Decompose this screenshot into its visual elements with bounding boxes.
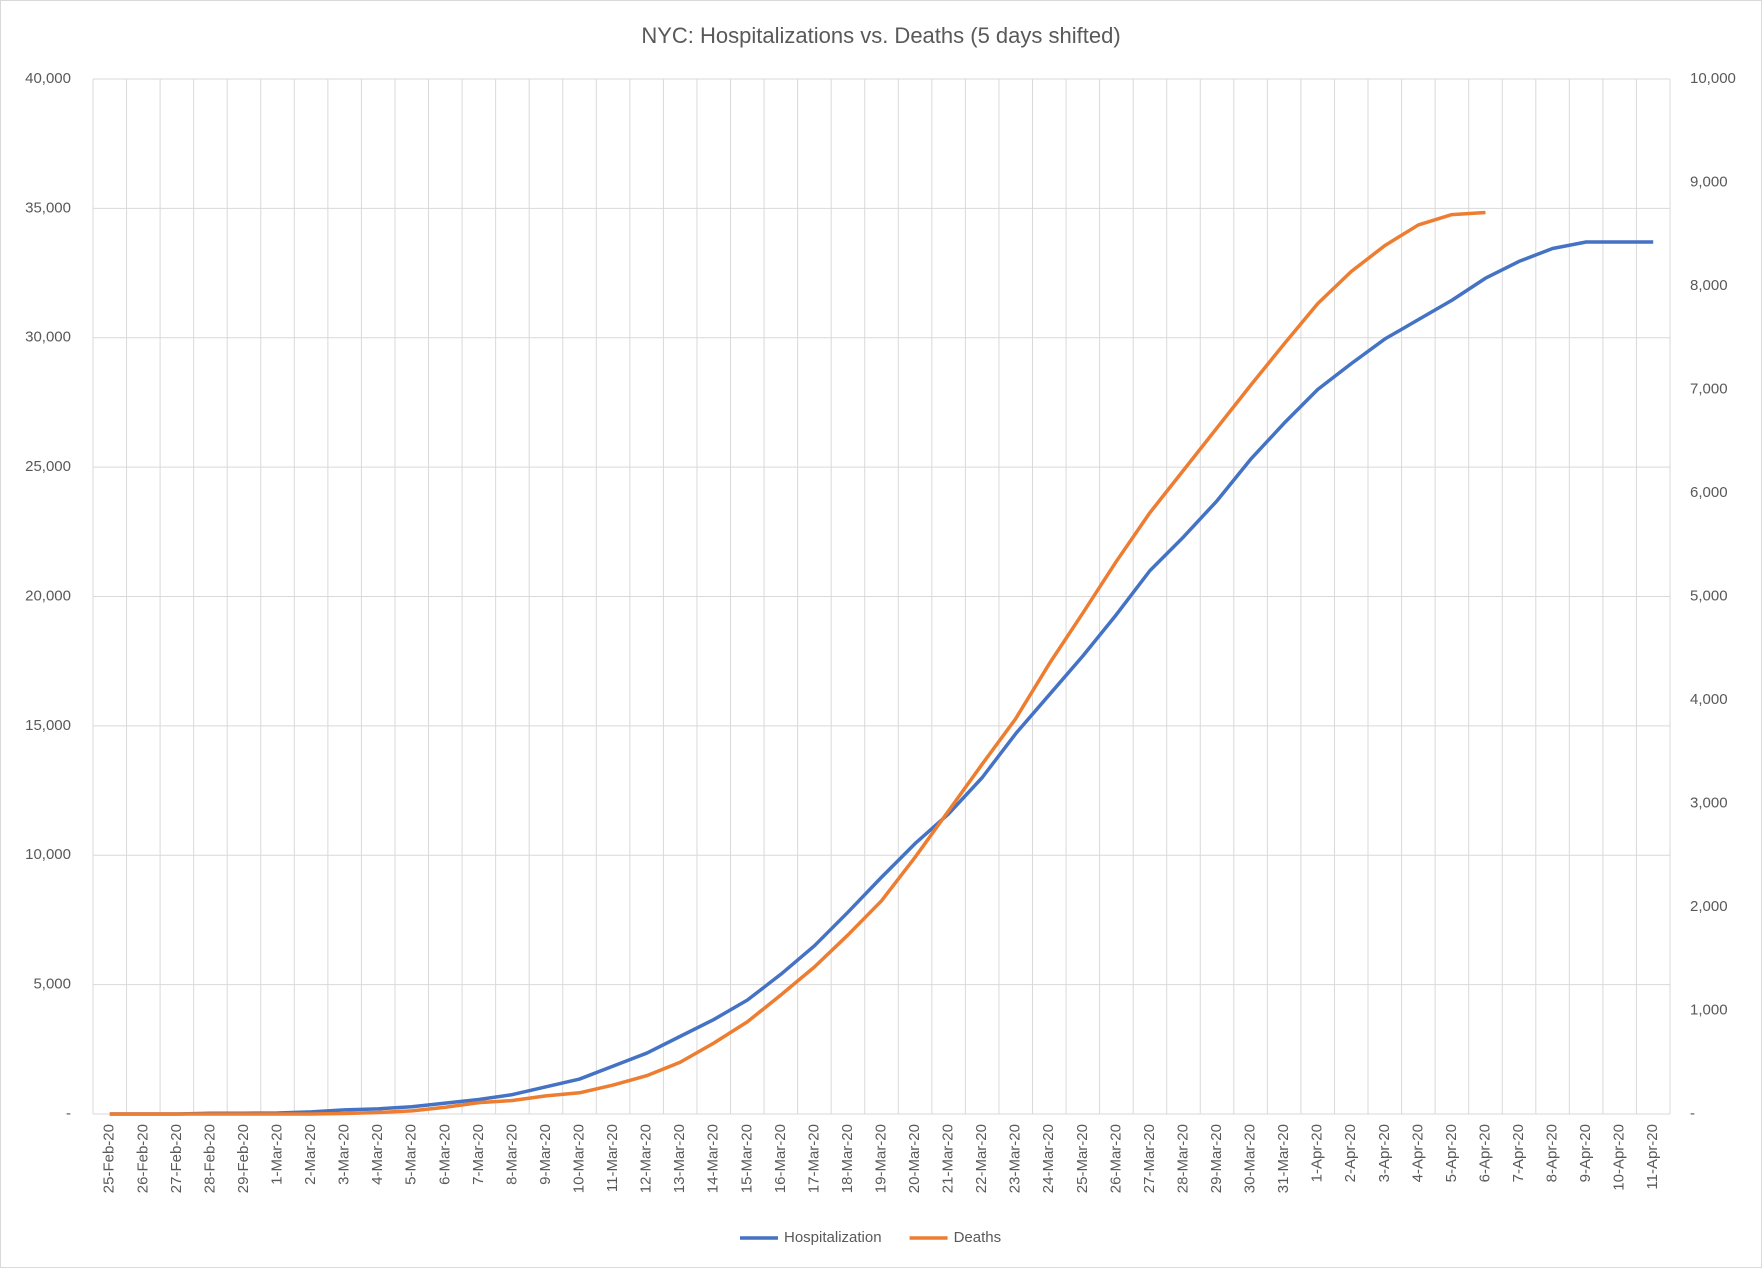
x-tick-label: 21-Mar-20 xyxy=(940,1124,957,1193)
x-tick-label: 14-Mar-20 xyxy=(705,1124,722,1193)
x-tick-label: 26-Mar-20 xyxy=(1107,1124,1124,1193)
x-tick-label: 3-Apr-20 xyxy=(1376,1124,1393,1182)
x-tick-label: 10-Apr-20 xyxy=(1611,1124,1628,1191)
x-tick-label: 30-Mar-20 xyxy=(1242,1124,1259,1193)
x-tick-label: 23-Mar-20 xyxy=(1007,1124,1024,1193)
legend-label: Deaths xyxy=(954,1229,1002,1246)
chart-title: NYC: Hospitalizations vs. Deaths (5 days… xyxy=(641,23,1120,48)
y2-tick-label: 9,000 xyxy=(1690,173,1728,190)
y-tick-label: 25,000 xyxy=(25,458,71,475)
x-tick-label: 26-Feb-20 xyxy=(134,1124,151,1193)
x-tick-label: 6-Mar-20 xyxy=(436,1124,453,1185)
x-tick-label: 11-Mar-20 xyxy=(604,1124,621,1192)
y2-tick-label: 10,000 xyxy=(1690,70,1736,87)
x-tick-label: 10-Mar-20 xyxy=(570,1124,587,1193)
x-tick-label: 3-Mar-20 xyxy=(336,1124,353,1185)
x-tick-label: 17-Mar-20 xyxy=(805,1124,822,1193)
x-tick-label: 25-Feb-20 xyxy=(101,1124,118,1193)
x-tick-label: 2-Mar-20 xyxy=(302,1124,319,1185)
x-tick-label: 24-Mar-20 xyxy=(1040,1124,1057,1193)
x-tick-label: 20-Mar-20 xyxy=(906,1124,923,1193)
x-tick-label: 7-Mar-20 xyxy=(470,1124,487,1185)
y-tick-label: 5,000 xyxy=(33,976,71,993)
y2-tick-label: 5,000 xyxy=(1690,587,1728,604)
x-tick-label: 28-Feb-20 xyxy=(201,1124,218,1193)
y2-tick-label: 2,000 xyxy=(1690,898,1728,915)
x-tick-label: 27-Mar-20 xyxy=(1141,1124,1158,1193)
x-tick-label: 9-Mar-20 xyxy=(537,1124,554,1185)
series-line xyxy=(109,210,1486,1116)
x-tick-label: 1-Mar-20 xyxy=(269,1124,286,1185)
x-tick-label: 15-Mar-20 xyxy=(738,1124,755,1193)
x-tick-label: 8-Mar-20 xyxy=(503,1124,520,1185)
x-tick-label: 16-Mar-20 xyxy=(772,1124,789,1193)
y2-tick-label: 1,000 xyxy=(1690,1001,1728,1018)
y2-tick-label: 8,000 xyxy=(1690,277,1728,294)
x-tick-label: 4-Mar-20 xyxy=(369,1124,386,1185)
x-tick-label: 28-Mar-20 xyxy=(1174,1124,1191,1193)
x-tick-label: 5-Apr-20 xyxy=(1443,1124,1460,1182)
y-tick-label: 15,000 xyxy=(25,717,71,734)
y-tick-label: 20,000 xyxy=(25,587,71,604)
x-tick-label: 2-Apr-20 xyxy=(1342,1124,1359,1182)
y-tick-label: - xyxy=(66,1105,71,1122)
x-tick-label: 8-Apr-20 xyxy=(1544,1124,1561,1182)
y2-tick-label: 6,000 xyxy=(1690,484,1728,501)
x-tick-label: 7-Apr-20 xyxy=(1510,1124,1527,1182)
y-tick-label: 40,000 xyxy=(25,70,71,87)
series-line xyxy=(109,240,1654,1116)
x-tick-label: 19-Mar-20 xyxy=(872,1124,889,1193)
x-tick-label: 29-Feb-20 xyxy=(235,1124,252,1193)
y2-tick-label: 7,000 xyxy=(1690,380,1728,397)
y-tick-label: 30,000 xyxy=(25,329,71,346)
x-tick-label: 25-Mar-20 xyxy=(1074,1124,1091,1193)
y-tick-label: 35,000 xyxy=(25,199,71,216)
x-tick-label: 12-Mar-20 xyxy=(638,1124,655,1193)
x-tick-label: 29-Mar-20 xyxy=(1208,1124,1225,1193)
y2-tick-label: 4,000 xyxy=(1690,691,1728,708)
x-tick-label: 11-Apr-20 xyxy=(1644,1124,1661,1190)
x-tick-label: 31-Mar-20 xyxy=(1275,1124,1292,1193)
legend-label: Hospitalization xyxy=(784,1229,882,1246)
x-tick-label: 6-Apr-20 xyxy=(1476,1124,1493,1182)
y-tick-label: 10,000 xyxy=(25,846,71,863)
x-tick-label: 5-Mar-20 xyxy=(403,1124,420,1185)
x-tick-label: 27-Feb-20 xyxy=(168,1124,185,1193)
x-tick-label: 13-Mar-20 xyxy=(671,1124,688,1193)
x-tick-label: 22-Mar-20 xyxy=(973,1124,990,1193)
y2-tick-label: - xyxy=(1690,1105,1695,1122)
x-tick-label: 18-Mar-20 xyxy=(839,1124,856,1193)
x-tick-label: 1-Apr-20 xyxy=(1309,1124,1326,1182)
x-tick-label: 4-Apr-20 xyxy=(1409,1124,1426,1182)
y2-tick-label: 3,000 xyxy=(1690,794,1728,811)
x-tick-label: 9-Apr-20 xyxy=(1577,1124,1594,1182)
